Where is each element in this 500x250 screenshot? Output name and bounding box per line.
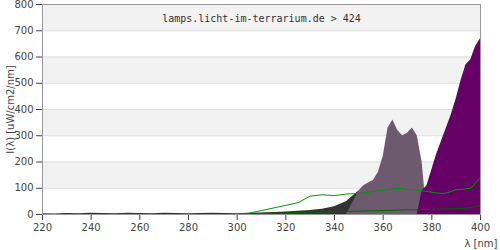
svg-text:320: 320 <box>276 222 295 233</box>
svg-text:360: 360 <box>374 222 393 233</box>
svg-text:100: 100 <box>14 182 33 193</box>
svg-text:300: 300 <box>228 222 247 233</box>
svg-text:700: 700 <box>14 25 33 36</box>
svg-text:220: 220 <box>33 222 52 233</box>
svg-text:260: 260 <box>130 222 149 233</box>
svg-text:I(λ) [uW/cm2/nm]: I(λ) [uW/cm2/nm] <box>5 65 16 153</box>
svg-text:600: 600 <box>14 51 33 62</box>
svg-text:0: 0 <box>27 209 33 220</box>
svg-text:380: 380 <box>422 222 441 233</box>
svg-text:400: 400 <box>471 222 490 233</box>
svg-text:800: 800 <box>14 0 33 10</box>
svg-text:200: 200 <box>14 156 33 167</box>
svg-text:300: 300 <box>14 130 33 141</box>
svg-text:280: 280 <box>179 222 198 233</box>
svg-text:400: 400 <box>14 104 33 115</box>
svg-text:lamps.licht-im-terrarium.de >: lamps.licht-im-terrarium.de > 424 <box>162 13 361 24</box>
svg-text:500: 500 <box>14 77 33 88</box>
svg-text:240: 240 <box>82 222 101 233</box>
svg-text:340: 340 <box>325 222 344 233</box>
svg-text:λ [nm]: λ [nm] <box>465 238 498 249</box>
